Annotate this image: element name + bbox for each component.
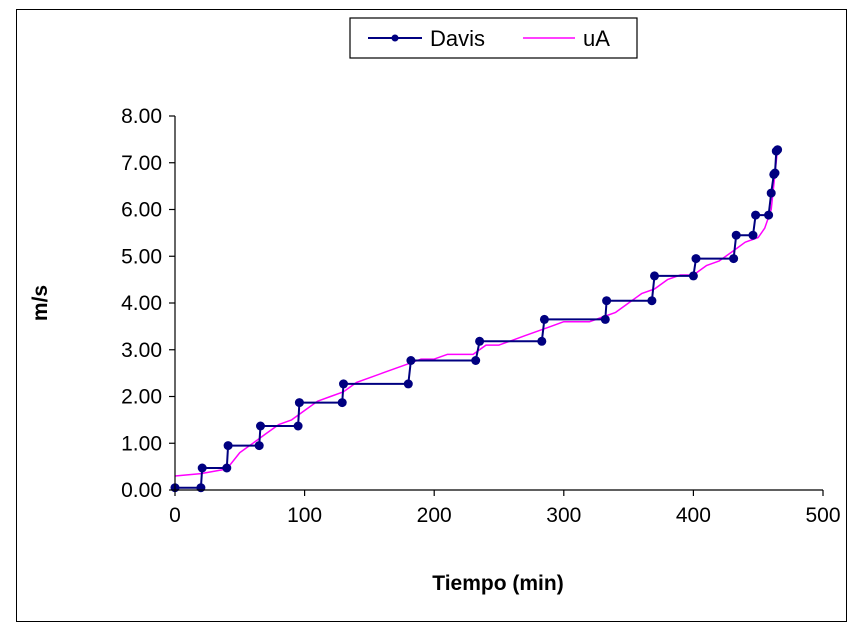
data-point-davis	[647, 296, 657, 306]
legend-marker-davis	[391, 34, 399, 42]
series-layer	[170, 145, 783, 493]
data-point-davis	[602, 296, 612, 306]
y-tick-label: 1.00	[121, 432, 162, 455]
y-tick-label: 8.00	[121, 105, 162, 128]
data-point-davis	[537, 336, 547, 346]
data-point-davis	[650, 271, 659, 281]
x-axis-title: Tiempo (min)	[432, 572, 563, 595]
y-tick-label: 3.00	[121, 339, 162, 362]
data-point-davis	[256, 421, 265, 431]
data-point-davis	[403, 379, 413, 389]
data-point-davis	[254, 441, 264, 451]
x-tick-label: 500	[805, 504, 840, 527]
y-tick-label: 7.00	[121, 152, 162, 175]
data-point-davis	[337, 398, 347, 408]
x-tick-label: 0	[169, 504, 181, 527]
data-point-davis	[223, 441, 233, 451]
x-tick-label: 100	[287, 504, 322, 527]
y-tick-label: 0.00	[121, 479, 162, 502]
legend-label-ua: uA	[583, 26, 610, 51]
legend: Davis uA	[349, 17, 638, 59]
data-point-davis	[773, 145, 783, 155]
data-point-davis	[766, 188, 776, 198]
data-point-davis	[475, 336, 485, 346]
y-tick-label: 4.00	[121, 292, 162, 315]
data-point-davis	[539, 314, 549, 324]
y-axis-title: m/s	[29, 285, 52, 321]
data-point-davis	[729, 254, 739, 264]
y-axis-ticks: 0.00 1.00 2.00 3.00 4.00 5.00 6.00 7.00 8.00	[121, 105, 175, 502]
data-point-davis	[688, 271, 698, 281]
y-tick-label: 5.00	[121, 245, 162, 268]
data-point-davis	[293, 421, 303, 431]
data-point-davis	[748, 230, 758, 240]
series-line-davis	[175, 149, 779, 489]
x-axis-ticks: 0 100 200 300 400 500	[169, 490, 841, 527]
legend-label-davis: Davis	[430, 26, 485, 51]
x-tick-label: 200	[417, 504, 452, 527]
plot-area: 0.00 1.00 2.00 3.00 4.00 5.00 6.00 7.00 8.00 0 10…	[121, 105, 840, 527]
data-point-davis	[294, 398, 304, 408]
series-line-ua	[174, 148, 779, 477]
data-point-davis	[764, 210, 774, 220]
data-point-davis	[471, 356, 481, 365]
y-tick-label: 2.00	[121, 386, 162, 409]
x-tick-label: 400	[676, 504, 711, 527]
data-point-davis	[600, 314, 610, 324]
chart-frame	[16, 9, 847, 622]
x-tick-label: 300	[546, 504, 581, 527]
data-point-davis	[197, 463, 207, 473]
data-point-davis	[770, 168, 780, 178]
data-point-davis	[406, 356, 416, 365]
data-point-davis	[196, 483, 206, 493]
data-point-davis	[339, 379, 348, 389]
data-point-davis	[222, 463, 232, 473]
data-point-davis	[751, 210, 761, 220]
data-point-davis	[731, 230, 741, 240]
data-point-davis	[691, 254, 701, 264]
y-tick-label: 6.00	[121, 199, 162, 222]
